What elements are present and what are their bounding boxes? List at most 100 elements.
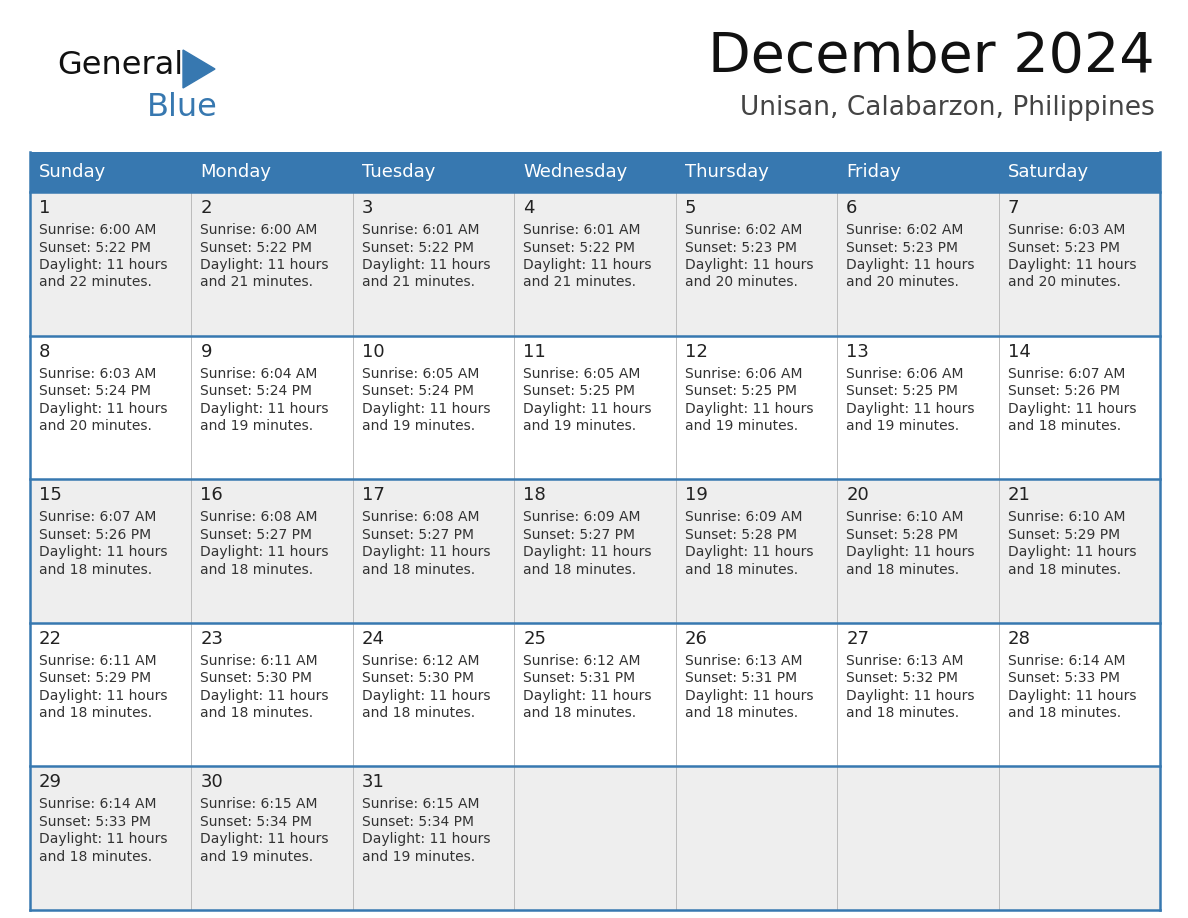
Text: and 22 minutes.: and 22 minutes. [39, 275, 152, 289]
Text: Sunset: 5:27 PM: Sunset: 5:27 PM [523, 528, 636, 542]
Text: Sunset: 5:32 PM: Sunset: 5:32 PM [846, 671, 959, 686]
Text: and 18 minutes.: and 18 minutes. [201, 563, 314, 577]
Text: Sunset: 5:28 PM: Sunset: 5:28 PM [684, 528, 797, 542]
Text: Sunset: 5:28 PM: Sunset: 5:28 PM [846, 528, 959, 542]
Text: Daylight: 11 hours: Daylight: 11 hours [362, 401, 491, 416]
Text: 15: 15 [39, 487, 62, 504]
Text: and 18 minutes.: and 18 minutes. [846, 706, 959, 721]
Text: Sunset: 5:26 PM: Sunset: 5:26 PM [39, 528, 151, 542]
Text: 26: 26 [684, 630, 708, 648]
Text: Daylight: 11 hours: Daylight: 11 hours [201, 833, 329, 846]
Text: Blue: Blue [147, 92, 217, 123]
Text: Sunrise: 6:09 AM: Sunrise: 6:09 AM [523, 510, 640, 524]
Text: Sunset: 5:30 PM: Sunset: 5:30 PM [362, 671, 474, 686]
Text: Daylight: 11 hours: Daylight: 11 hours [1007, 545, 1136, 559]
Text: Sunset: 5:26 PM: Sunset: 5:26 PM [1007, 384, 1120, 398]
Text: Sunset: 5:22 PM: Sunset: 5:22 PM [362, 241, 474, 254]
Text: Daylight: 11 hours: Daylight: 11 hours [846, 688, 974, 703]
Text: Daylight: 11 hours: Daylight: 11 hours [39, 833, 168, 846]
Text: 25: 25 [523, 630, 546, 648]
Text: Sunrise: 6:12 AM: Sunrise: 6:12 AM [523, 654, 640, 667]
Text: 28: 28 [1007, 630, 1030, 648]
Text: 27: 27 [846, 630, 870, 648]
Text: Sunrise: 6:13 AM: Sunrise: 6:13 AM [846, 654, 963, 667]
Text: and 18 minutes.: and 18 minutes. [39, 563, 152, 577]
Text: 31: 31 [362, 773, 385, 791]
Text: Sunset: 5:22 PM: Sunset: 5:22 PM [201, 241, 312, 254]
Text: 11: 11 [523, 342, 546, 361]
Text: Sunrise: 6:08 AM: Sunrise: 6:08 AM [201, 510, 318, 524]
Text: Sunrise: 6:15 AM: Sunrise: 6:15 AM [201, 798, 318, 812]
Text: Sunrise: 6:03 AM: Sunrise: 6:03 AM [39, 366, 157, 381]
Text: 21: 21 [1007, 487, 1030, 504]
Text: 22: 22 [39, 630, 62, 648]
Text: and 18 minutes.: and 18 minutes. [201, 706, 314, 721]
Text: and 20 minutes.: and 20 minutes. [846, 275, 959, 289]
Text: Sunrise: 6:06 AM: Sunrise: 6:06 AM [684, 366, 802, 381]
Text: Sunset: 5:31 PM: Sunset: 5:31 PM [684, 671, 797, 686]
Text: Daylight: 11 hours: Daylight: 11 hours [523, 545, 652, 559]
Text: Daylight: 11 hours: Daylight: 11 hours [523, 688, 652, 703]
Text: and 19 minutes.: and 19 minutes. [362, 850, 475, 864]
Text: Sunset: 5:27 PM: Sunset: 5:27 PM [201, 528, 312, 542]
Bar [30, 152, 1159, 192]
Text: and 20 minutes.: and 20 minutes. [684, 275, 797, 289]
Text: 30: 30 [201, 773, 223, 791]
Text: Daylight: 11 hours: Daylight: 11 hours [201, 688, 329, 703]
Text: Sunset: 5:22 PM: Sunset: 5:22 PM [39, 241, 151, 254]
Text: and 18 minutes.: and 18 minutes. [684, 563, 798, 577]
Text: and 18 minutes.: and 18 minutes. [523, 706, 637, 721]
Bar [30, 336, 1159, 479]
Text: Sunset: 5:25 PM: Sunset: 5:25 PM [523, 384, 636, 398]
Text: Sunset: 5:22 PM: Sunset: 5:22 PM [523, 241, 636, 254]
Text: and 19 minutes.: and 19 minutes. [362, 420, 475, 433]
Text: and 18 minutes.: and 18 minutes. [1007, 420, 1120, 433]
Text: Sunrise: 6:01 AM: Sunrise: 6:01 AM [362, 223, 479, 237]
Text: 8: 8 [39, 342, 50, 361]
Text: Friday: Friday [846, 163, 901, 181]
Text: Sunrise: 6:11 AM: Sunrise: 6:11 AM [201, 654, 318, 667]
Text: Sunset: 5:33 PM: Sunset: 5:33 PM [39, 815, 151, 829]
Text: 14: 14 [1007, 342, 1030, 361]
Text: Sunset: 5:23 PM: Sunset: 5:23 PM [1007, 241, 1119, 254]
Text: and 19 minutes.: and 19 minutes. [201, 850, 314, 864]
Text: 10: 10 [362, 342, 385, 361]
Text: Sunset: 5:29 PM: Sunset: 5:29 PM [39, 671, 151, 686]
Text: and 18 minutes.: and 18 minutes. [39, 706, 152, 721]
Text: Sunset: 5:33 PM: Sunset: 5:33 PM [1007, 671, 1119, 686]
Text: Sunrise: 6:07 AM: Sunrise: 6:07 AM [39, 510, 157, 524]
Text: and 21 minutes.: and 21 minutes. [201, 275, 314, 289]
Text: Sunrise: 6:09 AM: Sunrise: 6:09 AM [684, 510, 802, 524]
Text: and 18 minutes.: and 18 minutes. [684, 706, 798, 721]
Text: Thursday: Thursday [684, 163, 769, 181]
Text: Sunrise: 6:11 AM: Sunrise: 6:11 AM [39, 654, 157, 667]
Text: Sunrise: 6:02 AM: Sunrise: 6:02 AM [684, 223, 802, 237]
Text: Sunrise: 6:00 AM: Sunrise: 6:00 AM [201, 223, 318, 237]
Text: Daylight: 11 hours: Daylight: 11 hours [846, 545, 974, 559]
Text: 29: 29 [39, 773, 62, 791]
Text: Sunrise: 6:10 AM: Sunrise: 6:10 AM [846, 510, 963, 524]
Text: Daylight: 11 hours: Daylight: 11 hours [39, 258, 168, 272]
Text: and 18 minutes.: and 18 minutes. [1007, 706, 1120, 721]
Text: Sunset: 5:27 PM: Sunset: 5:27 PM [362, 528, 474, 542]
Text: 20: 20 [846, 487, 868, 504]
Text: Daylight: 11 hours: Daylight: 11 hours [39, 401, 168, 416]
Bar [30, 767, 1159, 910]
Text: Sunset: 5:25 PM: Sunset: 5:25 PM [846, 384, 959, 398]
Text: 6: 6 [846, 199, 858, 217]
Text: Daylight: 11 hours: Daylight: 11 hours [523, 258, 652, 272]
Text: 19: 19 [684, 487, 708, 504]
Text: Daylight: 11 hours: Daylight: 11 hours [846, 258, 974, 272]
Text: Daylight: 11 hours: Daylight: 11 hours [684, 401, 814, 416]
Text: Daylight: 11 hours: Daylight: 11 hours [1007, 258, 1136, 272]
Text: Sunrise: 6:07 AM: Sunrise: 6:07 AM [1007, 366, 1125, 381]
Text: Daylight: 11 hours: Daylight: 11 hours [201, 258, 329, 272]
Text: Sunrise: 6:15 AM: Sunrise: 6:15 AM [362, 798, 479, 812]
Text: Sunset: 5:23 PM: Sunset: 5:23 PM [846, 241, 959, 254]
Text: Sunrise: 6:12 AM: Sunrise: 6:12 AM [362, 654, 479, 667]
Text: Sunset: 5:34 PM: Sunset: 5:34 PM [201, 815, 312, 829]
Text: Sunrise: 6:01 AM: Sunrise: 6:01 AM [523, 223, 640, 237]
Text: and 18 minutes.: and 18 minutes. [523, 563, 637, 577]
Text: Sunset: 5:31 PM: Sunset: 5:31 PM [523, 671, 636, 686]
Text: Sunrise: 6:14 AM: Sunrise: 6:14 AM [1007, 654, 1125, 667]
